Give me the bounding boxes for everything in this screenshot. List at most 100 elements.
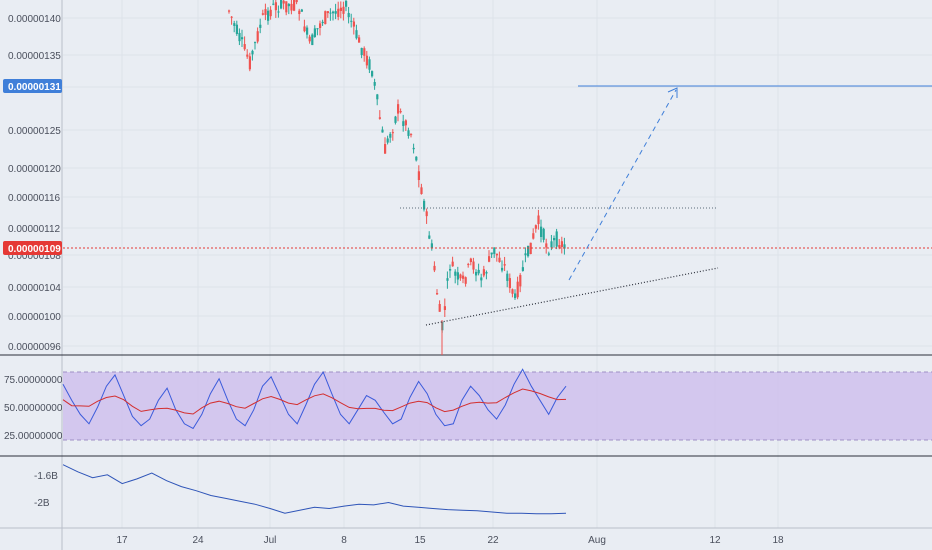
candle-body [521, 267, 524, 271]
candle-body [238, 32, 241, 42]
candle-body [399, 111, 402, 113]
candle-body [467, 264, 470, 266]
candle-body [345, 0, 348, 7]
candle-body [508, 278, 511, 289]
time-tick-label: 24 [192, 535, 204, 546]
candle-body [407, 130, 410, 136]
candle-body [280, 0, 283, 9]
candle-body [532, 233, 535, 239]
target-price-badge: 0.00000131 [3, 79, 62, 93]
candle-body [389, 133, 392, 138]
candle-body [537, 215, 540, 225]
rsi-tick-label: 50.00000000 [4, 403, 63, 414]
candle-body [386, 138, 389, 143]
candle-body [558, 245, 561, 248]
candle-body [246, 54, 249, 57]
time-tick-label: 12 [709, 535, 721, 546]
candle-body [256, 31, 259, 42]
candle-body [397, 104, 400, 114]
candle-body [415, 156, 418, 161]
projection-arrowhead [667, 87, 678, 98]
candle-body [394, 116, 397, 123]
candle-body [303, 26, 306, 32]
candle-body [553, 237, 556, 241]
time-tick-label: 8 [341, 535, 347, 546]
candle-body [462, 275, 465, 279]
candle-body [248, 56, 251, 70]
candle-body [358, 37, 361, 43]
candle-body [423, 200, 426, 210]
price-tick-label: 0.00000140 [8, 14, 61, 25]
candle-body [311, 34, 314, 46]
candle-body [381, 129, 384, 133]
candle-body [451, 261, 454, 267]
candle-body [261, 13, 264, 15]
candle-body [428, 235, 431, 239]
candle-body [371, 71, 374, 77]
candle-body [352, 21, 355, 27]
candle-body [342, 6, 345, 14]
candle-body [324, 11, 327, 25]
candle-body [241, 37, 244, 40]
candle-body [459, 274, 462, 279]
candle-body [233, 23, 236, 26]
candle-body [259, 24, 262, 28]
candle-body [272, 3, 275, 5]
candle-body [456, 272, 459, 280]
candle-body [384, 144, 387, 154]
candle-body [295, 0, 298, 3]
candle-body [529, 242, 532, 255]
candle-body [319, 23, 322, 28]
candle-body [277, 11, 280, 13]
candle-body [472, 261, 475, 270]
rsi-tick-label: 75.00000000 [4, 375, 63, 386]
candle-body [449, 269, 452, 271]
projection-arrow[interactable] [568, 89, 677, 281]
candle-body [433, 265, 436, 271]
candle-body [376, 94, 379, 100]
candle-body [306, 27, 309, 35]
candle-body [243, 44, 246, 50]
price-tick-label: 0.00000100 [8, 312, 61, 323]
candles [228, 0, 566, 355]
candle-body [547, 253, 550, 255]
candle-body [313, 28, 316, 37]
candle-body [368, 59, 371, 70]
candle-body [475, 271, 478, 276]
candle-body [420, 187, 423, 194]
candle-body [308, 36, 311, 42]
candle-body [503, 264, 506, 266]
candle-body [298, 10, 301, 15]
candle-body [235, 24, 238, 34]
candle-body [329, 12, 332, 14]
candle-body [269, 9, 272, 17]
time-tick-label: 22 [487, 535, 499, 546]
price-tick-label: 0.00000104 [8, 283, 61, 294]
candle-body [417, 171, 420, 181]
candle-body [464, 277, 467, 284]
candle-body [347, 12, 350, 18]
time-axis: 17 24 Jul 8 15 22 Aug 12 18 [116, 535, 784, 546]
candle-body [282, 0, 285, 4]
candle-body [524, 253, 527, 256]
candle-body [560, 241, 563, 247]
time-tick-label: 18 [772, 535, 784, 546]
candle-body [290, 3, 293, 11]
candle-body [337, 8, 340, 17]
candle-body [469, 258, 472, 263]
candle-body [355, 30, 358, 39]
candle-body [438, 304, 441, 312]
candle-body [480, 277, 483, 281]
candle-body [446, 278, 449, 281]
candle-body [488, 256, 491, 262]
candle-body [506, 273, 509, 281]
candle-body [555, 231, 558, 247]
candle-body [511, 289, 514, 294]
rsi-band [63, 372, 932, 440]
candle-body [293, 0, 296, 11]
candle-body [230, 16, 233, 18]
candle-body [404, 120, 407, 126]
candle-body [267, 10, 270, 21]
candle-body [360, 47, 363, 56]
